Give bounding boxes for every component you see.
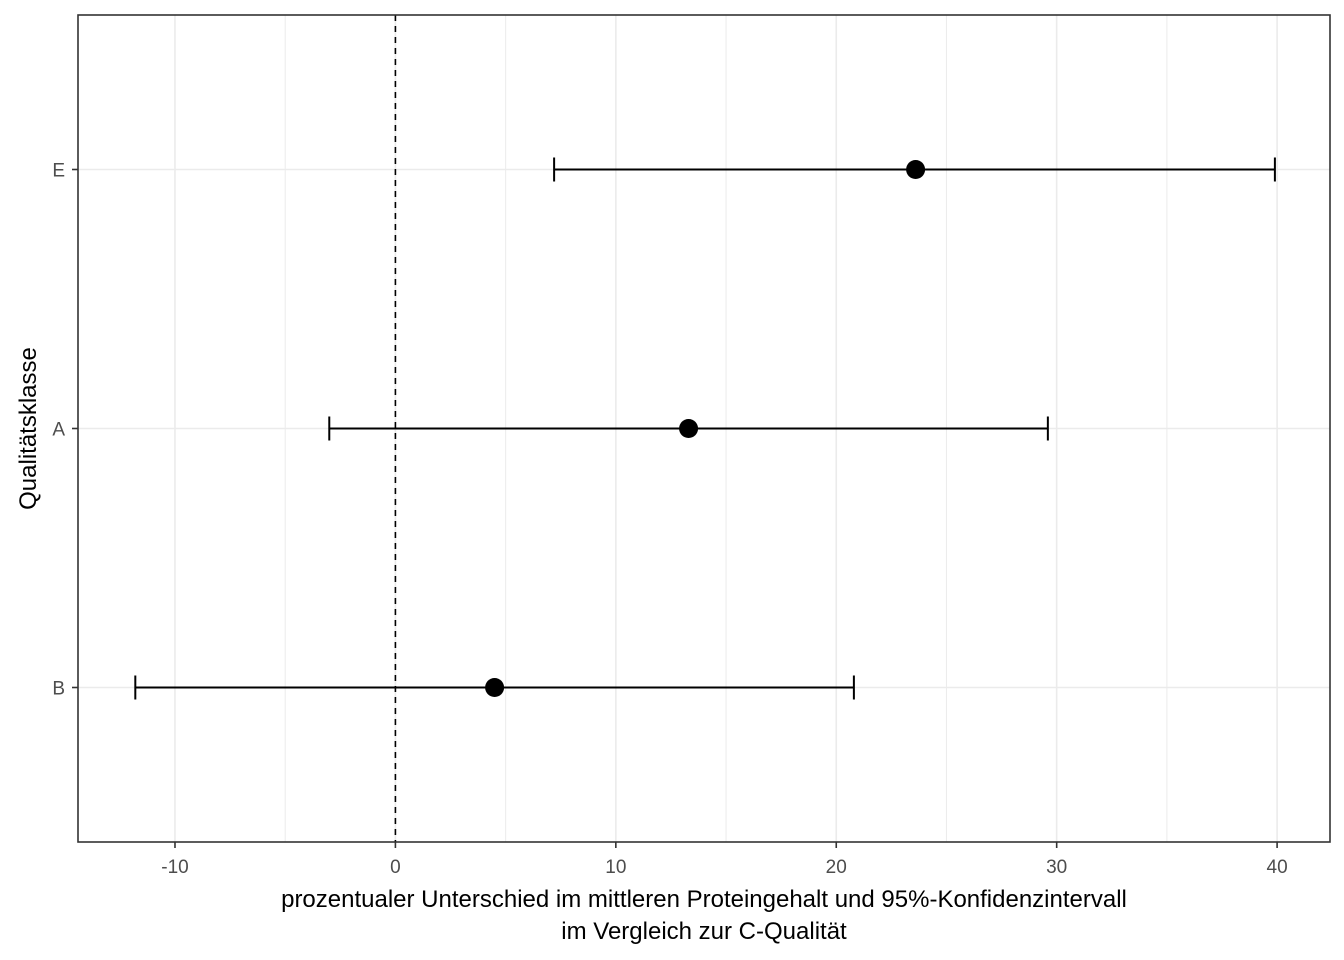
y-tick-label: B [52,679,65,700]
x-axis-ticks: -10 0 10 20 30 40 [161,842,1288,878]
data-marks [134,157,1276,700]
point-B [485,678,505,697]
x-tick-label: 0 [390,857,401,878]
y-tick-label: E [52,161,65,182]
x-axis-title-line2: im Vergleich zur C-Qualität [561,918,847,945]
x-tick-label: 20 [826,857,847,878]
point-A [679,419,699,438]
y-axis-ticks: B A E [52,161,78,700]
x-axis-title-line1: prozentualer Unterschied im mittleren Pr… [281,886,1127,913]
x-tick-label: 10 [605,857,626,878]
x-tick-label: 40 [1267,857,1288,878]
y-axis-title: Qualitätsklasse [15,347,42,510]
x-tick-label: 30 [1046,857,1067,878]
point-E [906,160,926,179]
x-tick-label: -10 [161,857,188,878]
y-tick-label: A [52,420,65,441]
